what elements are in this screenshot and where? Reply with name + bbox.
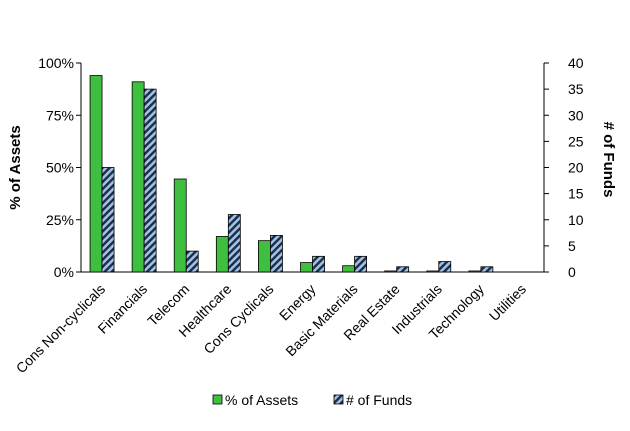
right-tick-label: 35: [568, 81, 584, 97]
right-tick-label: 10: [568, 212, 584, 228]
legend-label-funds: # of Funds: [346, 392, 412, 408]
bar-funds: [396, 266, 410, 273]
right-tick-label: 5: [568, 238, 576, 254]
bar-funds: [185, 250, 199, 273]
left-axis-title: % of Assets: [7, 125, 24, 209]
bar-funds: [438, 261, 452, 273]
legend-label-assets: % of Assets: [225, 392, 298, 408]
legend: % of Assets # of Funds: [212, 392, 412, 408]
bar-assets: [215, 236, 229, 273]
right-axis-title: # of Funds: [600, 122, 617, 198]
left-tick-label: 100%: [38, 55, 74, 71]
right-tick-label: 0: [568, 264, 576, 280]
bar-assets: [89, 75, 103, 273]
legend-swatch-assets: [212, 394, 223, 405]
left-tick-label: 25%: [46, 212, 74, 228]
right-tick-label: 15: [568, 186, 584, 202]
category-label: Utilities: [486, 281, 529, 324]
bar-funds: [312, 255, 325, 273]
category-label: Basic Materials: [282, 281, 360, 359]
bar-assets: [258, 240, 271, 273]
category-label: Cons Non-cyclicals: [13, 281, 108, 376]
right-tick-label: 30: [568, 107, 584, 123]
right-tick-label: 40: [568, 55, 584, 71]
left-tick-label: 50%: [46, 160, 74, 176]
bar-funds: [354, 255, 367, 273]
right-tick-label: 20: [568, 160, 584, 176]
left-tick-label: 0%: [54, 264, 74, 280]
bar-assets: [468, 270, 482, 273]
bar-assets: [131, 81, 145, 273]
bar-assets: [426, 270, 440, 273]
legend-swatch-funds: [333, 394, 344, 405]
right-tick-label: 25: [568, 133, 584, 149]
bar-funds: [101, 167, 115, 273]
bar-funds: [270, 235, 283, 273]
bar-assets: [173, 178, 187, 273]
bar-assets: [384, 270, 398, 273]
bar-funds: [480, 266, 494, 273]
bar-assets: [342, 265, 355, 273]
bar-assets: [300, 262, 313, 273]
bar-funds: [227, 214, 241, 273]
bar-funds: [143, 88, 157, 273]
left-tick-label: 75%: [46, 107, 74, 123]
